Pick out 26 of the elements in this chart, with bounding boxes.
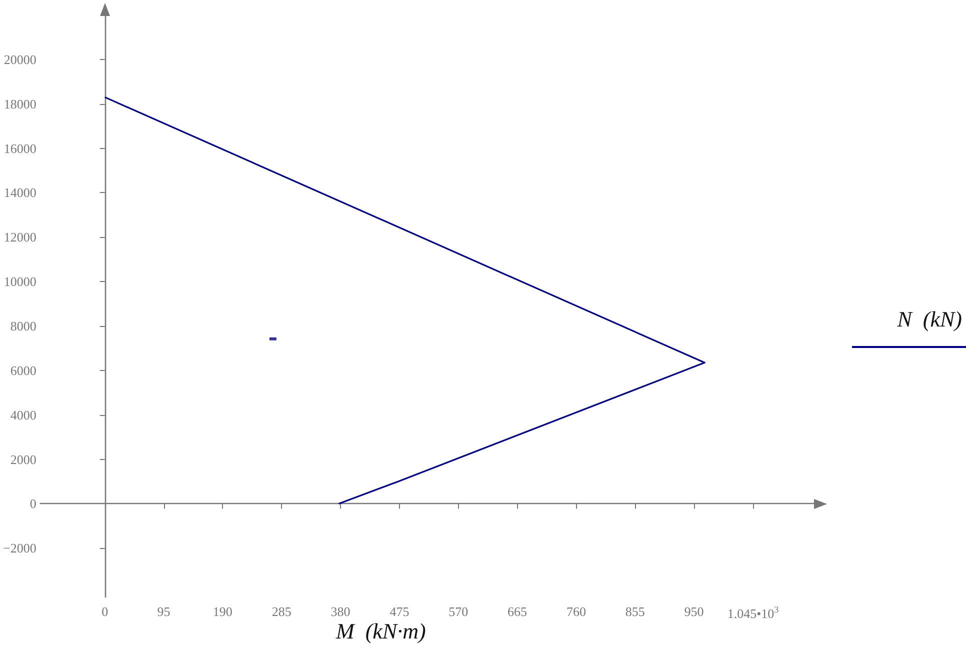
y-tick-label: 4000 [10, 407, 36, 422]
y-tick-label: 10000 [4, 274, 36, 290]
y-axis-title: N (kN) [896, 306, 962, 332]
y-tick-label: 12000 [4, 230, 36, 245]
x-tick-label: 475 [390, 604, 410, 619]
y-tick-label: 14000 [4, 185, 36, 200]
x-tick-label: 950 [684, 604, 704, 619]
x-tick-label: 285 [272, 604, 292, 619]
x-tick-label: 570 [448, 604, 468, 619]
x-tick-label: 380 [330, 604, 350, 619]
x-tick-label: 95 [157, 604, 170, 619]
y-tick-label: 8000 [10, 318, 36, 334]
y-tick-label: −2000 [2, 540, 36, 556]
y-tick-label: 2000 [10, 452, 36, 467]
x-axis-title: M (kN·m) [335, 618, 426, 644]
line-series [104, 96, 706, 504]
x-tick-label: 0 [102, 604, 108, 619]
x-tick-label: 665 [508, 604, 528, 619]
x-tick-label: 855 [625, 604, 645, 619]
y-tick-label: 16000 [4, 140, 36, 156]
y-tick-label: 6000 [10, 362, 36, 378]
x-tick-label: 760 [566, 604, 586, 619]
y-tick-label: 0 [30, 496, 36, 512]
y-tick-label: 20000 [4, 52, 36, 67]
y-tick-label: 18000 [4, 96, 36, 112]
x-tick-label: 190 [212, 604, 232, 619]
